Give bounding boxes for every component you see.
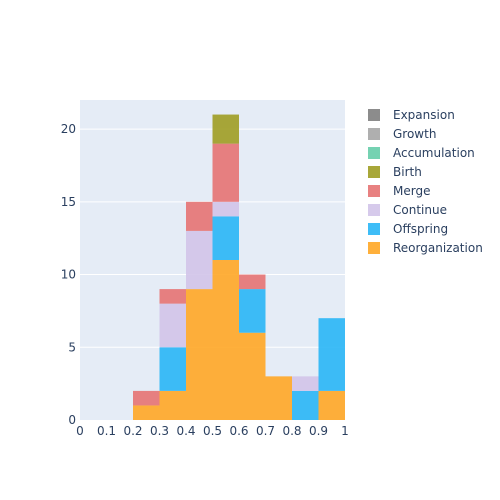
bar-continue-bin-2 bbox=[186, 230, 213, 290]
x-tick-label: 0.7 bbox=[256, 424, 275, 438]
bar-offspring-bin-6 bbox=[292, 390, 319, 420]
legend-swatch-accumulation bbox=[368, 147, 380, 159]
legend: Expansion Growth Accumulation Birth Merge Con… bbox=[368, 108, 483, 255]
x-tick-label: 0.1 bbox=[97, 424, 116, 438]
y-tick-label: 15 bbox=[61, 195, 76, 209]
bar-reorganization-bin-3 bbox=[212, 260, 239, 420]
legend-swatch-merge bbox=[368, 185, 380, 197]
y-tick-label: 0 bbox=[68, 413, 76, 427]
bar-merge-bin-1 bbox=[159, 289, 186, 304]
x-tick-label: 0.4 bbox=[176, 424, 195, 438]
y-tick-label: 20 bbox=[61, 122, 76, 136]
legend-swatch-reorganization bbox=[368, 242, 380, 254]
x-axis-ticks: 0 0.1 0.2 0.3 0.4 0.5 0.6 0.7 0.8 0.9 1 bbox=[76, 424, 349, 438]
legend-label-reorganization: Reorganization bbox=[393, 241, 483, 255]
bar-merge-bin-0 bbox=[133, 390, 160, 406]
x-tick-label: 0.3 bbox=[150, 424, 169, 438]
bar-offspring-bin-3 bbox=[212, 216, 239, 260]
legend-swatch-expansion bbox=[368, 109, 380, 121]
x-tick-label: 0.2 bbox=[123, 424, 142, 438]
bar-merge-bin-3 bbox=[212, 143, 239, 202]
legend-label-merge: Merge bbox=[393, 184, 430, 198]
y-axis-ticks: 0 5 10 15 20 bbox=[61, 122, 76, 427]
bar-merge-bin-4 bbox=[239, 274, 266, 290]
legend-swatch-growth bbox=[368, 128, 380, 140]
y-tick-label: 5 bbox=[68, 340, 76, 354]
x-tick-label: 0.6 bbox=[229, 424, 248, 438]
bar-reorganization-bin-4 bbox=[239, 332, 266, 420]
bar-reorganization-bin-7 bbox=[318, 390, 345, 420]
bars bbox=[133, 114, 345, 420]
bar-offspring-bin-1 bbox=[159, 347, 186, 391]
legend-swatch-offspring bbox=[368, 223, 380, 235]
legend-label-growth: Growth bbox=[393, 127, 436, 141]
bar-reorganization-bin-5 bbox=[265, 376, 292, 420]
legend-swatch-birth bbox=[368, 166, 380, 178]
x-tick-label: 0.8 bbox=[282, 424, 301, 438]
bar-continue-bin-6 bbox=[292, 376, 319, 391]
y-tick-label: 10 bbox=[61, 268, 76, 282]
legend-label-birth: Birth bbox=[393, 165, 422, 179]
legend-label-expansion: Expansion bbox=[393, 108, 455, 122]
x-tick-label: 1 bbox=[341, 424, 349, 438]
x-tick-label: 0.5 bbox=[203, 424, 222, 438]
legend-label-accumulation: Accumulation bbox=[393, 146, 475, 160]
legend-label-offspring: Offspring bbox=[393, 222, 448, 236]
x-tick-label: 0.9 bbox=[309, 424, 328, 438]
bar-reorganization-bin-2 bbox=[186, 289, 213, 420]
bar-continue-bin-1 bbox=[159, 303, 186, 348]
bar-birth-bin-3 bbox=[212, 114, 239, 144]
bar-reorganization-bin-1 bbox=[159, 390, 186, 420]
bar-merge-bin-2 bbox=[186, 201, 213, 231]
legend-swatch-continue bbox=[368, 204, 380, 216]
bar-offspring-bin-4 bbox=[239, 289, 266, 333]
bar-continue-bin-3 bbox=[212, 201, 239, 217]
bar-offspring-bin-7 bbox=[318, 318, 345, 391]
x-tick-label: 0 bbox=[76, 424, 84, 438]
bar-reorganization-bin-0 bbox=[133, 405, 160, 420]
legend-label-continue: Continue bbox=[393, 203, 447, 217]
